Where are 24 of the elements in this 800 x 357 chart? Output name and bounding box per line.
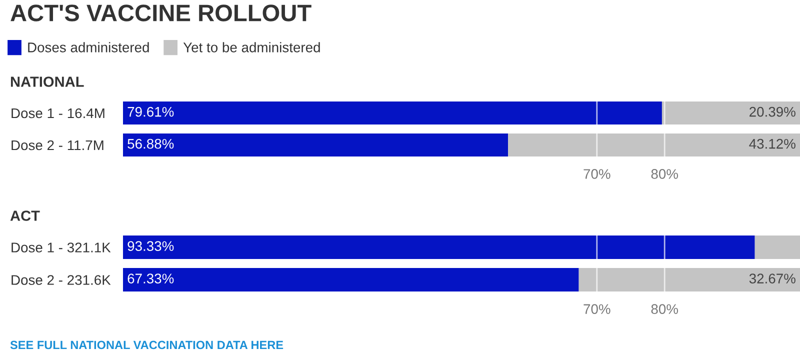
data-label: 56.88% [128,138,174,149]
chart-title: ACT [10,210,40,221]
ref-line-label: 70% [584,304,610,314]
data-label: 20.39% [750,106,796,117]
text: SEE FULL NATIONAL VACCINATION DATA HERE [10,340,284,350]
data-label: 32.67% [749,274,796,284]
data-label: 67.33% [128,274,174,284]
y-tick-label: Dose 2 - 11.7M [12,140,104,150]
ref-line-label: 80% [651,304,678,314]
ref-line-label: 80% [651,169,678,179]
y-tick-label: Dose 1 - 16.4M [12,108,104,118]
data-label: 93.33% [128,241,174,251]
legend-label: Doses administered [28,42,149,52]
data-label: 43.12% [749,138,796,149]
data-label: 79.61% [128,106,174,117]
legend-label: Yet to be administered [183,42,320,52]
ref-line-label: 70% [584,169,610,179]
y-tick-label: Dose 1 - 321.1K [12,242,111,252]
bar [754,236,800,259]
chart-subtitle: NATIONAL [10,76,84,87]
chart-title: ACT'S VACCINE ROLLOUT [10,4,312,22]
bar [578,268,800,292]
y-tick-label: Dose 2 - 231.6K [12,275,111,285]
bar [123,268,579,292]
